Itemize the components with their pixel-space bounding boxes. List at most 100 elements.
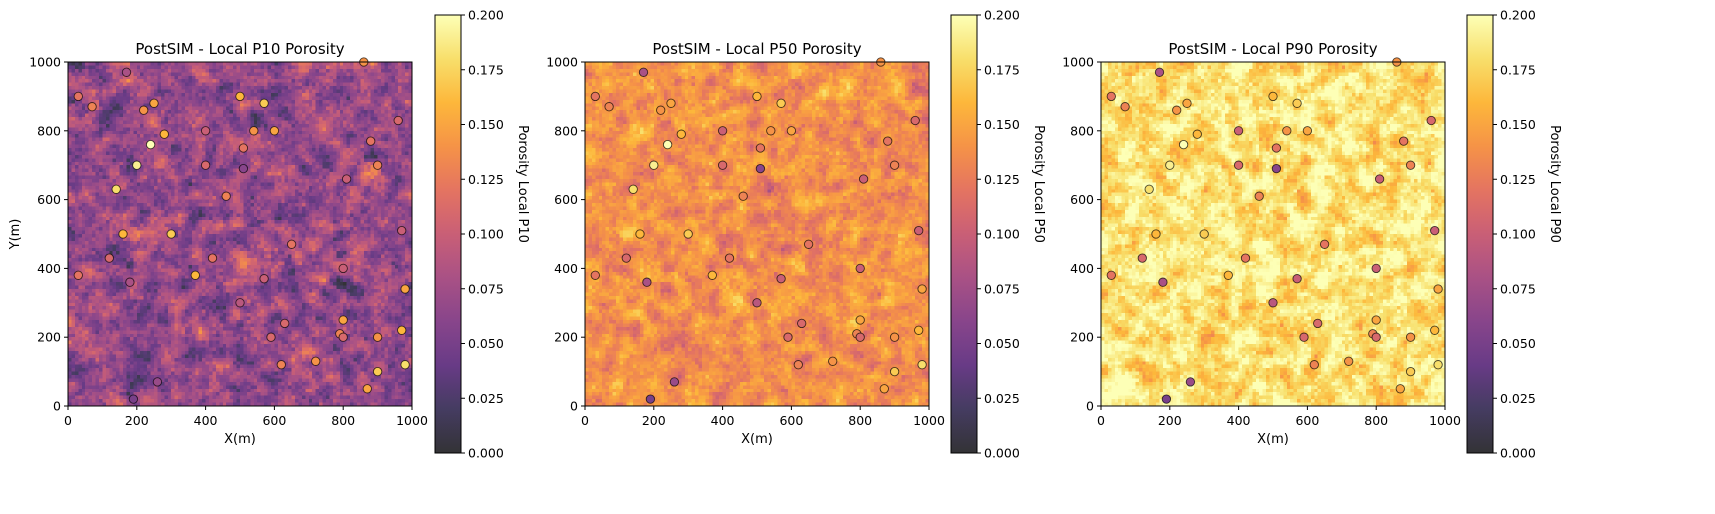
heatmap-cell: [178, 69, 182, 73]
heatmap-cell: [302, 172, 306, 176]
heatmap-cell: [340, 72, 344, 76]
heatmap-cell: [130, 86, 134, 90]
heatmap-cell: [398, 79, 402, 83]
heatmap-cell: [388, 141, 392, 145]
heatmap-cell: [374, 155, 378, 159]
heatmap-cell: [378, 155, 382, 159]
heatmap-cell: [199, 107, 203, 111]
heatmap-cell: [116, 93, 120, 97]
heatmap-cell: [261, 182, 265, 186]
heatmap-cell: [395, 110, 399, 114]
heatmap-cell: [109, 141, 113, 145]
heatmap-cell: [178, 155, 182, 159]
heatmap-cell: [302, 114, 306, 118]
heatmap-cell: [71, 76, 75, 80]
heatmap-cell: [78, 169, 82, 173]
heatmap-cell: [164, 162, 168, 166]
heatmap-cell: [374, 103, 378, 107]
heatmap-cell: [116, 79, 120, 83]
heatmap-cell: [230, 172, 234, 176]
heatmap-cell: [371, 65, 375, 69]
heatmap-cell: [226, 127, 230, 131]
heatmap-cell: [285, 127, 289, 131]
heatmap-cell: [378, 124, 382, 128]
heatmap-cell: [219, 69, 223, 73]
heatmap-cell: [288, 65, 292, 69]
heatmap-cell: [151, 114, 155, 118]
heatmap-cell: [305, 107, 309, 111]
heatmap-cell: [402, 158, 406, 162]
heatmap-cell: [343, 62, 347, 66]
heatmap-cell: [347, 83, 351, 87]
heatmap-cell: [354, 155, 358, 159]
heatmap-cell: [340, 186, 344, 190]
heatmap-cell: [75, 165, 79, 169]
heatmap-cell: [192, 186, 196, 190]
heatmap-cell: [360, 69, 364, 73]
heatmap-cell: [140, 100, 144, 104]
heatmap-cell: [168, 69, 172, 73]
heatmap-cell: [175, 172, 179, 176]
heatmap-cell: [71, 127, 75, 131]
heatmap-cell: [333, 148, 337, 152]
heatmap-cell: [288, 138, 292, 142]
heatmap-cell: [195, 141, 199, 145]
heatmap-cell: [182, 76, 186, 80]
heatmap-cell: [360, 165, 364, 169]
heatmap-cell: [78, 65, 82, 69]
heatmap-cell: [312, 172, 316, 176]
heatmap-cell: [154, 83, 158, 87]
heatmap-cell: [185, 107, 189, 111]
heatmap-cell: [151, 162, 155, 166]
heatmap-cell: [223, 186, 227, 190]
heatmap-cell: [240, 76, 244, 80]
heatmap-cell: [384, 117, 388, 121]
heatmap-cell: [391, 145, 395, 149]
heatmap-cell: [312, 158, 316, 162]
heatmap-cell: [292, 100, 296, 104]
heatmap-cell: [364, 155, 368, 159]
heatmap-cell: [78, 103, 82, 107]
heatmap-cell: [295, 158, 299, 162]
heatmap-cell: [71, 169, 75, 173]
heatmap-cell: [219, 72, 223, 76]
heatmap-cell: [340, 124, 344, 128]
heatmap-cell: [312, 182, 316, 186]
heatmap-cell: [175, 155, 179, 159]
heatmap-cell: [329, 131, 333, 135]
heatmap-cell: [371, 100, 375, 104]
heatmap-cell: [106, 186, 110, 190]
heatmap-cell: [140, 127, 144, 131]
heatmap-cell: [261, 186, 265, 190]
heatmap-cell: [340, 103, 344, 107]
heatmap-cell: [360, 172, 364, 176]
heatmap-cell: [99, 182, 103, 186]
heatmap-cell: [157, 107, 161, 111]
heatmap-cell: [402, 176, 406, 180]
heatmap-cell: [374, 72, 378, 76]
heatmap-cell: [391, 162, 395, 166]
heatmap-cell: [192, 124, 196, 128]
heatmap-cell: [68, 182, 72, 186]
heatmap-cell: [230, 148, 234, 152]
heatmap-cell: [316, 76, 320, 80]
heatmap-cell: [106, 134, 110, 138]
heatmap-cell: [278, 83, 282, 87]
heatmap-cell: [226, 100, 230, 104]
heatmap-cell: [126, 155, 130, 159]
heatmap-cell: [71, 148, 75, 152]
heatmap-cell: [216, 138, 220, 142]
heatmap-cell: [206, 189, 210, 193]
heatmap-cell: [309, 83, 313, 87]
heatmap-cell: [195, 148, 199, 152]
heatmap-cell: [323, 103, 327, 107]
heatmap-cell: [250, 86, 254, 90]
heatmap-cell: [233, 110, 237, 114]
heatmap-cell: [340, 148, 344, 152]
heatmap-cell: [247, 100, 251, 104]
heatmap-cell: [340, 155, 344, 159]
heatmap-cell: [109, 93, 113, 97]
heatmap-cell: [96, 148, 100, 152]
heatmap-cell: [298, 162, 302, 166]
heatmap-cell: [199, 93, 203, 97]
